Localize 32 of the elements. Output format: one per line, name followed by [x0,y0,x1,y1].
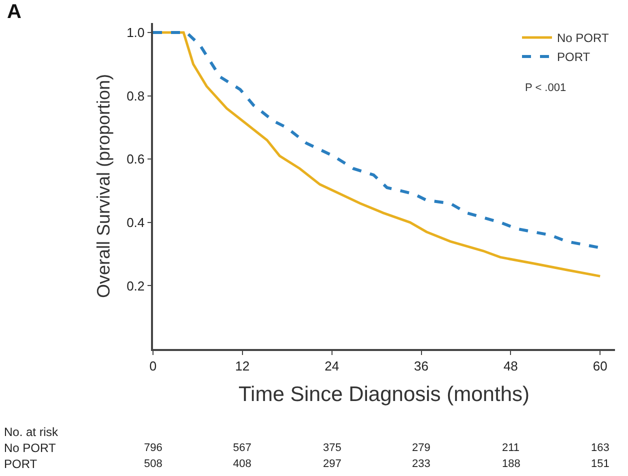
x-tick-label: 36 [414,358,428,374]
annotation: P < .001 [525,82,566,94]
text: 151 [591,458,610,470]
x-tick-label: 24 [324,358,340,374]
text: 297 [323,458,342,470]
x-tick-label: 12 [235,358,250,374]
text: 796 [144,442,162,454]
y-tick-label: 0.2 [126,278,145,294]
legend-label: PORT [557,50,591,64]
text: 567 [233,442,252,454]
text: No PORT [4,441,56,455]
text: No. at risk [4,425,60,439]
text: PORT [4,457,38,471]
y-axis-title: Overall Survival (proportion) [93,74,114,298]
text: 508 [144,458,162,470]
x-tick-label: 48 [503,358,518,374]
text: 233 [412,458,430,470]
y-tick-label: 0.4 [126,214,145,230]
legend-label: No PORT [557,31,610,46]
y-tick-label: 1.0 [126,25,145,40]
chart-title: A [7,1,22,23]
text: 163 [591,442,610,454]
text: 279 [412,442,430,454]
text: 188 [502,458,520,470]
text: 408 [233,458,252,470]
x-tick-label: 0 [149,358,157,374]
x-axis-title: Time Since Diagnosis (months) [238,383,530,406]
y-tick-label: 0.8 [126,88,145,104]
text: 375 [323,442,342,454]
x-tick-label: 60 [592,358,608,374]
y-tick-label: 0.6 [126,152,145,167]
text: 211 [502,442,520,454]
